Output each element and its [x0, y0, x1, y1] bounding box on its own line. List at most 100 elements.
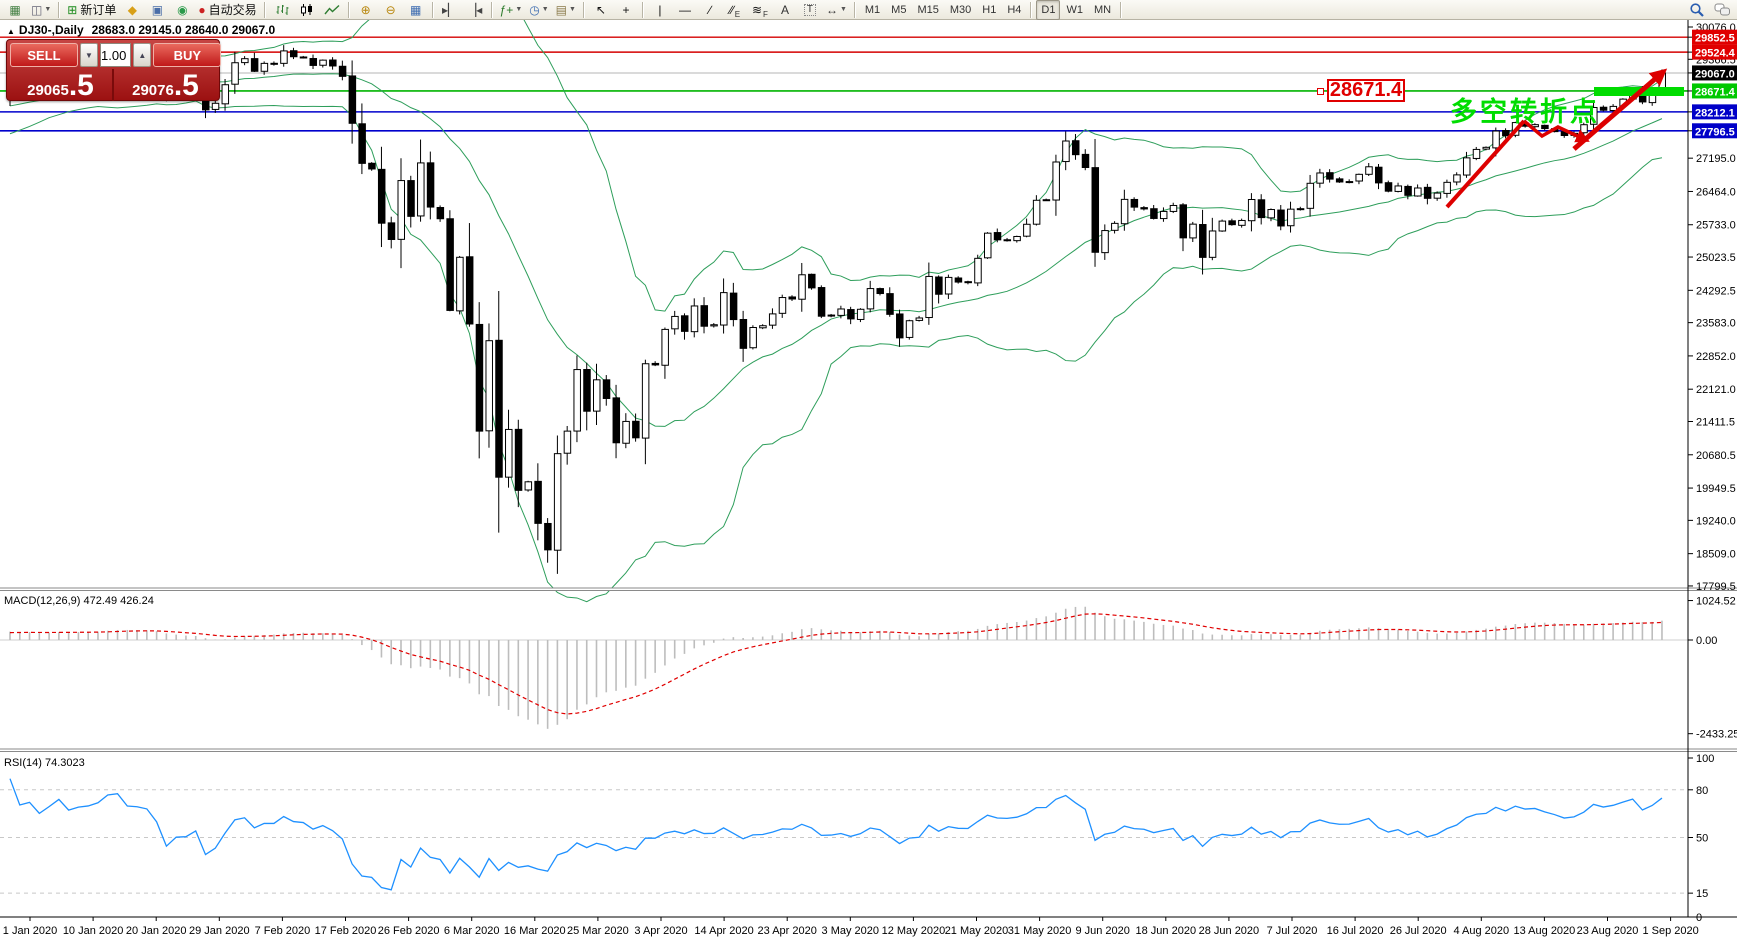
search-button[interactable] — [1685, 0, 1709, 20]
price-level-label[interactable]: 28671.4 — [1327, 79, 1405, 102]
chart-shift-button[interactable]: ▕◂ — [463, 0, 487, 20]
turning-point-text[interactable]: 多空转折点 — [1450, 97, 1600, 127]
equidistant-channel-button[interactable]: ∕∕ E — [729, 2, 741, 19]
candle-body — [1130, 198, 1139, 208]
profiles-button[interactable]: ◫ ▼ — [28, 0, 54, 20]
candle-body — [729, 292, 738, 321]
candle-body — [397, 180, 405, 240]
horizontal-line-button[interactable]: — — [673, 0, 697, 20]
sell-button[interactable]: SELL — [10, 43, 78, 67]
candle-body — [1150, 208, 1158, 219]
toolbar-separator — [263, 1, 266, 18]
date-label: 28 Jun 2020 — [1199, 925, 1260, 937]
candle-body — [778, 297, 787, 314]
bar-chart-mode-button[interactable] — [270, 0, 294, 20]
candle-body — [446, 218, 454, 311]
date-label: 17 Feb 2020 — [315, 925, 377, 937]
timeframe-h4-button[interactable]: H4 — [1007, 3, 1022, 16]
volume-increase-button[interactable]: ▲ — [133, 43, 152, 67]
price-label-anchor[interactable] — [1317, 88, 1324, 95]
candle-body — [1335, 178, 1344, 183]
text-label-button[interactable]: T — [798, 0, 822, 20]
buy-button[interactable]: BUY — [153, 43, 222, 67]
candle-body — [1277, 209, 1285, 227]
candle-body — [768, 313, 777, 326]
trendline-button[interactable]: ∕ — [698, 0, 722, 20]
history-center-button[interactable]: ◆ — [120, 0, 144, 20]
timeframe-h1-button[interactable]: H1 — [982, 3, 997, 16]
zoom-in-button[interactable]: ⊕ — [354, 0, 378, 20]
price-badge — [1692, 123, 1737, 139]
periods-button[interactable]: ◷ ▼ — [526, 0, 551, 20]
sell-price[interactable]: 29065 .5 — [10, 69, 111, 101]
toolbar-separator — [431, 1, 434, 18]
candle-chart-mode-button[interactable] — [295, 0, 319, 20]
price-tick-label: 17799.5 — [1696, 581, 1736, 593]
pane-separator — [0, 588, 1737, 591]
periods-icon: ◷ — [529, 2, 540, 17]
timeframe-mn-button[interactable]: MN — [1093, 3, 1112, 16]
text-label-icon: T — [803, 3, 816, 16]
macd-signal-line — [9, 613, 1663, 715]
macd-tick-label: -2433.25 — [1696, 729, 1737, 741]
auto-scroll-button[interactable]: ▸▏ — [438, 0, 462, 20]
candle-body — [700, 305, 709, 327]
rsi-tick-label: 0 — [1696, 912, 1702, 924]
candle-body — [211, 102, 220, 110]
new-chart-button[interactable]: ▦ — [3, 0, 27, 20]
timeframe-m1-button[interactable]: M1 — [864, 3, 881, 16]
timeframe-m15-button[interactable]: M15 — [917, 3, 939, 16]
vertical-line-button[interactable]: | — [648, 0, 672, 20]
date-label: 25 Mar 2020 — [567, 925, 629, 937]
candle-body — [456, 256, 464, 312]
chart-canvas[interactable]: MACD(12,26,9) 472.49 426.24 RSI(14) 74.30… — [0, 20, 1737, 943]
buy-price[interactable]: 29076 .5 — [115, 69, 216, 101]
candle-body — [1159, 210, 1168, 220]
price-badge-label: 28212.1 — [1695, 107, 1735, 119]
arrows-button[interactable]: ↔ ▼ — [823, 0, 850, 20]
candle-body — [1023, 223, 1031, 237]
candle-body — [817, 287, 826, 317]
signals-button[interactable]: ◉ — [170, 0, 194, 20]
candle-body — [993, 232, 1002, 241]
candle-body — [749, 326, 757, 349]
chart-window-title: ▲ DJ30-,Daily 28683.0 29145.0 28640.0 2906… — [7, 23, 275, 37]
market-watch-icon: ▣ — [151, 2, 164, 17]
signals-icon: ◉ — [177, 2, 188, 17]
volume-input[interactable]: 1.00 — [100, 43, 132, 67]
toolbar-separator — [1120, 1, 1123, 18]
timeframe-m30-button[interactable]: M30 — [949, 3, 972, 16]
candle-body — [1609, 105, 1618, 111]
equidistant-channel-icon: ∕∕ — [729, 2, 734, 17]
buy-price-pips: .5 — [173, 69, 199, 102]
bollinger-lower-band — [9, 100, 1663, 603]
timeframe-d1-button[interactable]: D1 — [1036, 0, 1061, 20]
templates-button[interactable]: ▤ ▼ — [553, 0, 579, 20]
indicators-add-button[interactable]: ƒ+ ▼ — [497, 0, 526, 20]
date-label: 21 May 2020 — [945, 925, 1009, 937]
volume-decrease-button[interactable]: ▼ — [80, 43, 98, 67]
text-button[interactable]: A — [773, 0, 797, 20]
new-order-button[interactable]: ⊞ 新订单 — [64, 0, 119, 20]
rsi-tick-label: 50 — [1696, 833, 1708, 845]
candle-body — [720, 292, 728, 326]
line-chart-mode-button[interactable] — [320, 0, 344, 20]
candle-body — [260, 62, 269, 72]
timeframe-m5-button[interactable]: M5 — [891, 3, 907, 16]
dropdown-caret-icon: ▼ — [839, 6, 847, 13]
fibonacci-retracement-button[interactable]: ≋ F — [751, 2, 768, 19]
macd-label: MACD(12,26,9) 472.49 426.24 — [4, 595, 154, 607]
zoom-out-button[interactable]: ⊖ — [379, 0, 403, 20]
timeframe-w1-button[interactable]: W1 — [1066, 3, 1083, 16]
tile-windows-button[interactable]: ▦ — [404, 0, 428, 20]
date-label: 26 Jul 2020 — [1390, 925, 1447, 937]
chat-button[interactable] — [1710, 0, 1734, 20]
candle-body — [534, 480, 542, 524]
market-watch-button[interactable]: ▣ — [145, 0, 169, 20]
candle-body — [1316, 172, 1324, 184]
dropdown-caret-icon: ▼ — [569, 6, 576, 13]
candle-body — [1267, 209, 1275, 219]
crosshair-button[interactable]: + — [614, 0, 638, 20]
cursor-button[interactable]: ↖ — [589, 0, 613, 20]
autotrading-button[interactable]: ● 自动交易 — [195, 0, 259, 20]
